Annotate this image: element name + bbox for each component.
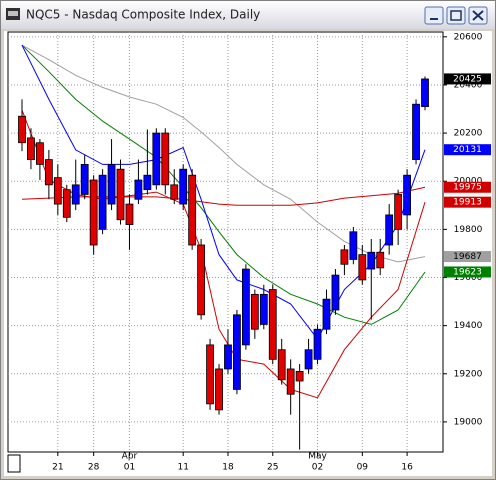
candle-body <box>125 203 134 225</box>
close-button[interactable] <box>468 6 488 25</box>
candle-body <box>116 168 125 221</box>
candle-body <box>161 132 170 186</box>
candle-body <box>206 344 214 405</box>
candle-body <box>331 274 340 311</box>
y-tick-label: 19000 <box>454 417 483 427</box>
candle-body <box>233 314 241 390</box>
y-tick-label: 20000 <box>454 177 483 187</box>
candle-body <box>36 142 44 165</box>
candle-body <box>188 174 197 246</box>
candle-body <box>412 103 420 160</box>
x-tick-label: 01 <box>124 463 135 473</box>
x-tick-label: 21 <box>52 463 63 473</box>
candle-body <box>179 168 188 205</box>
y-tick-label: 19600 <box>454 273 483 283</box>
candle-body <box>304 349 313 370</box>
candle-body <box>215 368 223 411</box>
candle-body <box>143 174 152 191</box>
value-label: 19687 <box>453 252 482 262</box>
value-box <box>444 73 491 85</box>
y-tick-label: 19400 <box>454 321 483 331</box>
candle-body <box>358 254 367 281</box>
x-tick-label: 11 <box>177 463 188 473</box>
candle-body <box>421 78 429 108</box>
x-tick-label: 02 <box>312 463 323 473</box>
candle-body <box>44 159 53 186</box>
value-label: 19913 <box>453 198 482 208</box>
candle-body <box>224 344 232 370</box>
x-tick-label: 25 <box>267 463 278 473</box>
corner-box[interactable] <box>7 454 21 473</box>
x-tick-label: 09 <box>357 463 369 473</box>
candle-body <box>98 174 107 230</box>
y-tick-label: 19200 <box>454 369 483 379</box>
y-tick-label: 20200 <box>454 129 483 139</box>
candle-body <box>241 268 250 346</box>
month-label: May <box>308 452 327 462</box>
x-tick-label: 28 <box>88 463 100 473</box>
y-tick-label: 20400 <box>454 80 483 90</box>
candle-body <box>322 298 331 330</box>
candle-body <box>134 179 143 200</box>
candle-body <box>71 184 80 205</box>
value-box <box>444 181 491 193</box>
candle-body <box>385 214 394 246</box>
window-title: NQC5 - Nasdaq Composite Index, Daily <box>26 8 260 22</box>
candle-body <box>80 163 89 195</box>
candle-body <box>349 231 358 260</box>
value-box <box>444 196 491 208</box>
candle-body <box>250 293 259 330</box>
value-label: 19975 <box>453 183 482 193</box>
month-label: Apr <box>122 452 138 462</box>
candle-body <box>295 370 304 382</box>
maximize-button[interactable] <box>446 6 466 25</box>
candle-body <box>152 132 161 186</box>
minimize-button[interactable] <box>424 6 444 25</box>
candle-body <box>394 194 403 230</box>
candle-body <box>62 189 71 218</box>
indicator-line <box>21 44 426 340</box>
plot-area <box>7 31 444 453</box>
candle-body <box>89 179 98 246</box>
candle-body <box>259 293 268 325</box>
candle-body <box>197 244 206 316</box>
x-tick-label: 18 <box>222 463 234 473</box>
candle-body <box>170 184 179 200</box>
candle-body <box>286 368 295 395</box>
candle-body <box>268 289 277 360</box>
x-tick-label: 16 <box>401 463 413 473</box>
candle-body <box>367 251 376 270</box>
candle-body <box>107 163 116 205</box>
candle-body <box>277 349 286 381</box>
candle-body <box>403 174 411 216</box>
candle-body <box>27 137 35 160</box>
value-label: 19623 <box>453 267 482 277</box>
y-tick-label: 19800 <box>454 225 483 235</box>
app-icon <box>6 8 20 20</box>
candle-body <box>18 115 26 144</box>
indicator-line <box>21 44 426 325</box>
y-tick-label: 20600 <box>454 32 483 42</box>
chart-layer: 19000 19200 19400 19600 19800 20000 20200 20400… <box>8 32 491 473</box>
candle-body <box>376 251 385 269</box>
candle-body <box>340 249 349 265</box>
value-box <box>444 251 491 263</box>
value-box <box>444 144 491 156</box>
value-label: 20425 <box>453 74 482 84</box>
candle-body <box>313 328 322 360</box>
title-bar <box>1 1 495 29</box>
candle-body <box>53 177 62 205</box>
value-box <box>444 266 491 278</box>
value-label: 20131 <box>453 145 482 155</box>
